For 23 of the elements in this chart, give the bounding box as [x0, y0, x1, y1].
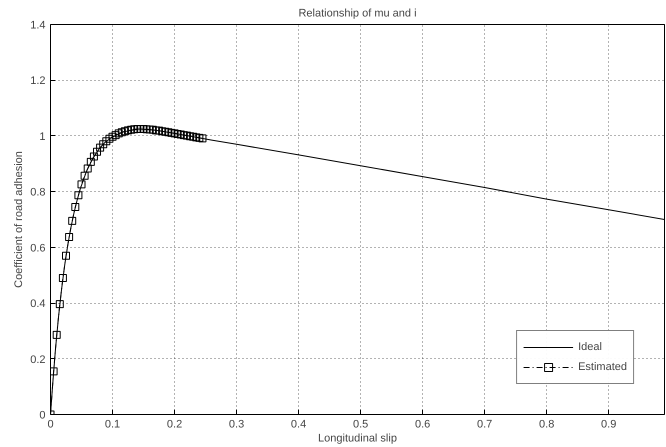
chart-title: Relationship of mu and i [298, 8, 417, 20]
x-tick-label: 0.2 [166, 418, 182, 430]
x-tick-label: 0.6 [414, 418, 430, 430]
x-tick-label: 0 [47, 418, 54, 430]
x-tick-label: 0.1 [104, 418, 120, 430]
y-tick-label: 0.6 [30, 242, 46, 254]
y-tick-label: 0 [39, 410, 46, 422]
legend-label: Estimated [578, 361, 627, 373]
y-tick-label: 1.2 [30, 75, 46, 88]
x-tick-label: 0.9 [601, 418, 616, 430]
x-tick-label: 0.7 [476, 418, 492, 430]
x-tick-label: 0.8 [539, 418, 554, 430]
x-tick-label: 0.5 [352, 418, 368, 430]
x-axis-title: Longitudinal slip [318, 432, 397, 444]
y-tick-label: 0.8 [30, 186, 46, 199]
legend-label: Ideal [578, 341, 602, 353]
y-tick-label: 0.4 [30, 298, 46, 310]
y-axis-title: Coefficient of road adhesion [13, 151, 26, 288]
y-tick-label: 1 [39, 130, 46, 143]
y-tick-label: 1.4 [30, 20, 46, 32]
x-tick-label: 0.3 [228, 418, 244, 430]
y-tick-label: 0.2 [30, 354, 46, 366]
x-tick-label: 0.4 [290, 418, 306, 430]
